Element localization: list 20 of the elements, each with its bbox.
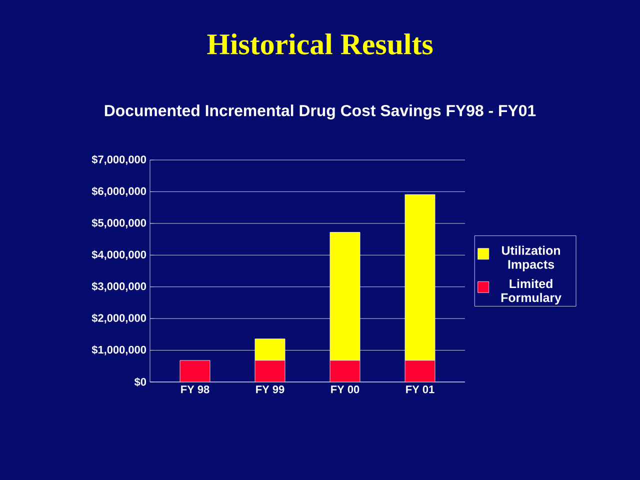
y-tick-label: $3,000,000 [92,282,146,292]
bar [404,360,436,382]
x-tick-label: FY 00 [331,386,360,394]
y-tick-label: $5,000,000 [92,218,146,228]
bar [330,360,360,382]
y-tick-label: $2,000,000 [92,314,146,324]
y-tick-label: $1,000,000 [92,345,146,356]
x-tick-label: FY 98 [181,386,210,394]
y-tick-label: $0 [134,378,146,386]
y-tick-label: $7,000,000 [92,155,146,165]
chart-subtitle: Documented Incremental Drug Cost Savings FY98 - FY01 [104,104,536,120]
y-tick-label: $6,000,000 [92,186,146,197]
x-tick-label: FY 01 [406,386,434,394]
x-tick-label: FY 99 [256,386,284,394]
y-tick-label: $4,000,000 [92,250,146,260]
bar [180,360,210,382]
legend-label: Limited Formulary [501,278,562,305]
legend-label: Utilization Impacts [502,246,560,272]
chart-title: Historical Results [207,33,433,55]
bar [254,360,286,382]
